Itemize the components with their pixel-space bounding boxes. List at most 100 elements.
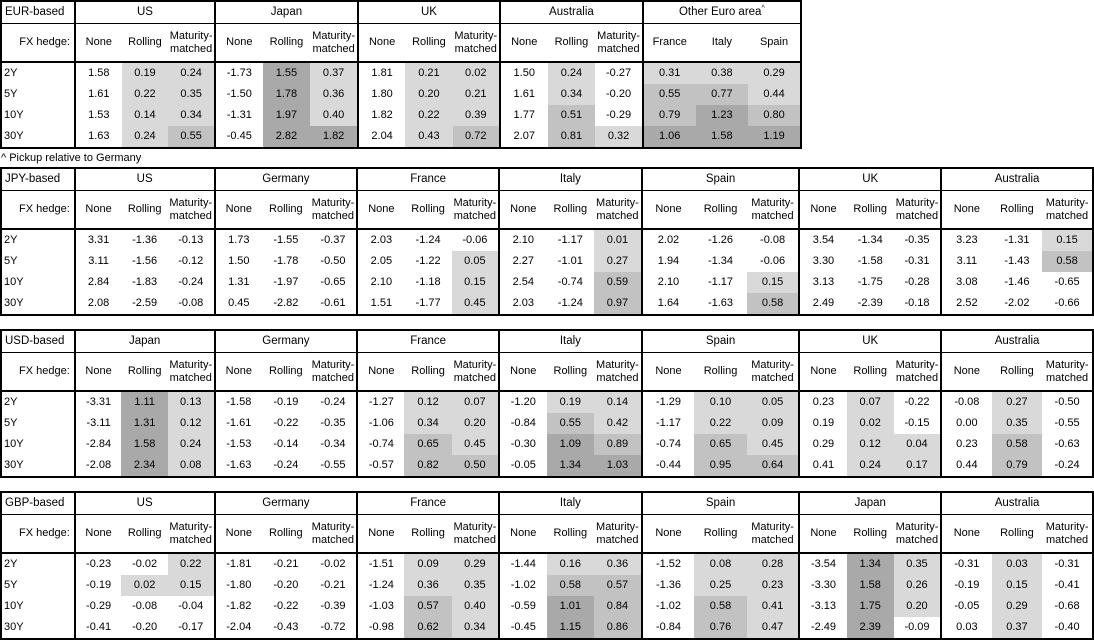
hedge-header: Maturity-matched: [167, 514, 215, 554]
value-cell: -1.36: [132, 234, 158, 247]
value-cell: -0.65: [1054, 276, 1080, 289]
hedge-header: Rolling: [262, 23, 311, 63]
value-cell: 2.03: [356, 229, 405, 251]
hedge-header: Maturity-matched: [746, 352, 800, 392]
value-cell: -0.06: [760, 255, 786, 268]
country-header: Australia: [498, 1, 643, 24]
value-cell: 0.95: [694, 455, 747, 477]
value-cell: 2.84: [73, 272, 122, 293]
tenor-label: 5Y: [4, 417, 18, 430]
eur-based-table-slot: EUR-based US Japan UK Australia Other Euro ar…: [0, 0, 1094, 149]
hedge-header: None: [356, 514, 405, 554]
value-cell: 0.57: [404, 596, 452, 617]
value-cell: 2.34: [121, 455, 168, 477]
value-cell: -0.45: [213, 126, 263, 148]
value-cell: -0.98: [356, 617, 405, 639]
hedge-header: None: [798, 352, 847, 392]
value-cell: 0.45: [746, 434, 800, 455]
value-cell: 1.58: [695, 126, 749, 148]
value-cell: -0.29: [606, 109, 632, 122]
tenor-label: 2Y: [4, 67, 18, 80]
hedge-header: Maturity-matched: [309, 190, 358, 230]
usd-based-table-slot: USD-based Japan Germany France Italy Spain UK A…: [0, 329, 1094, 478]
value-cell: 0.65: [404, 434, 452, 455]
hedge-header: France: [641, 23, 696, 63]
value-cell: 1.55: [262, 62, 311, 84]
value-cell: -1.58: [213, 391, 263, 413]
value-cell: 2.52: [940, 293, 992, 315]
value-cell: 0.40: [451, 596, 500, 617]
value-cell: -0.55: [320, 459, 346, 472]
value-cell: 0.34: [547, 84, 596, 105]
value-cell: 0.21: [405, 62, 453, 84]
value-cell: 0.45: [451, 434, 500, 455]
country-header: Japan: [798, 492, 942, 515]
hedge-header: None: [213, 352, 263, 392]
country-header: UK: [356, 1, 500, 24]
value-cell: 0.77: [695, 84, 749, 105]
value-cell: 0.29: [748, 62, 801, 84]
tenor-label: 30Y: [4, 297, 24, 310]
country-header: Spain: [640, 168, 800, 191]
value-cell: 1.01: [546, 596, 595, 617]
value-cell: 0.35: [893, 553, 942, 575]
hedge-header: Rolling: [846, 514, 894, 554]
value-cell: -1.63: [707, 297, 734, 310]
value-cell: -2.49: [798, 617, 847, 639]
value-cell: 2.03: [498, 293, 547, 315]
eur-basedtable: EUR-based US Japan UK Australia Other Euro ar…: [0, 0, 802, 149]
tenor-label: 2Y: [4, 396, 18, 409]
value-cell: -0.13: [178, 234, 204, 247]
value-cell: -0.21: [320, 579, 346, 592]
value-cell: -0.24: [320, 396, 346, 409]
value-cell: -1.46: [1004, 276, 1030, 289]
value-cell: 0.43: [405, 126, 453, 148]
table-row: 2Y -3.31 1.11 0.13 -1.58 -0.19 -0.24 -1.27 0.12 0…: [1, 391, 1093, 413]
value-cell: 0.41: [798, 455, 847, 477]
hedge-header: None: [498, 514, 547, 554]
value-cell: 0.47: [746, 617, 800, 639]
value-cell: 1.97: [262, 105, 311, 126]
value-cell: -0.74: [557, 276, 583, 289]
value-cell: 0.23: [746, 575, 800, 596]
hedge-header: None: [940, 514, 992, 554]
value-cell: 0.01: [594, 229, 642, 251]
value-cell: 0.64: [746, 455, 800, 477]
value-cell: -0.12: [178, 255, 204, 268]
value-cell: -0.09: [904, 621, 930, 634]
hedge-header: Rolling: [991, 352, 1043, 392]
value-cell: -1.78: [273, 255, 299, 268]
value-cell: 1.61: [74, 84, 122, 105]
value-cell: -0.20: [273, 579, 299, 592]
value-cell: 0.39: [452, 105, 500, 126]
tenor-label: 2Y: [4, 234, 18, 247]
country-header: Germany: [213, 168, 358, 191]
table-row: USD-based Japan Germany France Italy Spain UK A…: [1, 330, 1093, 353]
table-row: 2Y 3.31 -1.36 -0.13 1.73 -1.55 -0.37 2.03 -1.24 -…: [1, 229, 1093, 251]
hedge-header: Maturity-matched: [893, 514, 942, 554]
hedge-header: Maturity-matched: [451, 514, 500, 554]
hedge-header: Maturity-matched: [1042, 514, 1093, 554]
value-cell: 0.24: [846, 455, 894, 477]
value-cell: -1.18: [415, 276, 441, 289]
country-header: France: [356, 168, 500, 191]
value-cell: -0.28: [904, 276, 930, 289]
hedge-header: Rolling: [547, 23, 596, 63]
hedge-header: Rolling: [404, 190, 452, 230]
value-cell: -1.24: [415, 234, 441, 247]
value-cell: 0.10: [694, 391, 747, 413]
value-cell: -1.06: [356, 413, 405, 434]
hedge-header: Maturity-matched: [451, 352, 500, 392]
value-cell: 2.10: [640, 272, 695, 293]
value-cell: 0.35: [451, 575, 500, 596]
value-cell: 0.02: [846, 413, 894, 434]
value-cell: -0.37: [320, 234, 346, 247]
value-cell: -0.55: [1054, 417, 1080, 430]
value-cell: -1.58: [857, 255, 883, 268]
hedge-header: Maturity-matched: [893, 190, 942, 230]
value-cell: -0.31: [940, 553, 992, 575]
value-cell: -1.20: [498, 391, 547, 413]
country-header: US: [74, 1, 215, 24]
value-cell: 1.73: [213, 229, 263, 251]
